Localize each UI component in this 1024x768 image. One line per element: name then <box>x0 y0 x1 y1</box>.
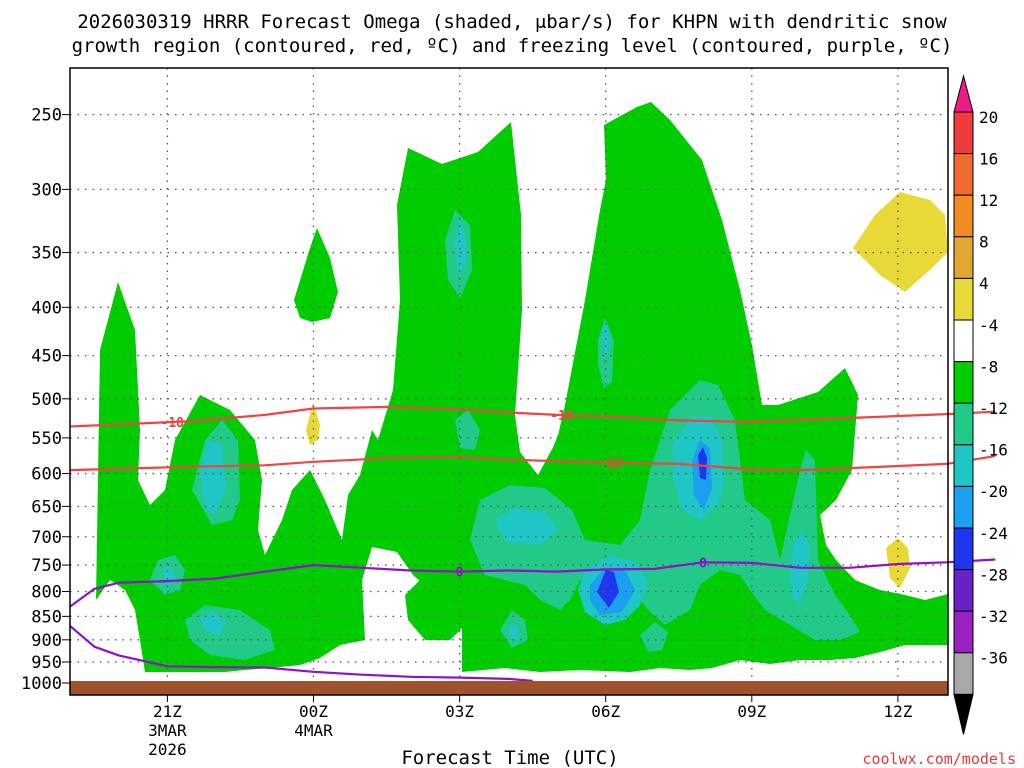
x-tick-sublabel: 2026 <box>148 740 187 759</box>
colorbar-label: 16 <box>979 149 998 168</box>
x-tick-sublabel: 3MAR <box>148 721 187 740</box>
colorbar-swatch <box>953 236 974 279</box>
colorbar-swatch <box>953 153 974 196</box>
chart-title-line1: 2026030319 HRRR Forecast Omega (shaded, … <box>77 11 947 33</box>
colorbar-label: 12 <box>979 191 998 210</box>
y-tick-label: 350 <box>31 244 62 264</box>
colorbar-arrow-top <box>953 74 974 113</box>
x-axis-title: Forecast Time (UTC) <box>401 747 618 768</box>
colorbar-swatch <box>953 569 974 612</box>
y-tick-label: 650 <box>31 497 62 517</box>
contour-label: 0 <box>699 556 707 571</box>
x-tick-sublabel: 4MAR <box>294 721 333 740</box>
colorbar-swatch <box>953 444 974 487</box>
x-tick-label: 00Z <box>299 702 328 721</box>
colorbar-swatch <box>953 652 974 695</box>
colorbar: 20 16 12 8 4 -4 -8 -12 -16 -20 -24 -28 -32 -36 <box>953 74 1008 735</box>
contours-layer: -18 -18 -12 0 0 <box>69 405 996 682</box>
contour-label: -18 <box>161 416 185 431</box>
y-tick-label: 1000 <box>21 674 62 694</box>
contour-line <box>69 455 996 472</box>
colorbar-label: -4 <box>979 316 998 335</box>
colorbar-label: -28 <box>979 565 1008 584</box>
colorbar-swatch <box>953 610 974 654</box>
colorbar-swatch <box>953 194 974 238</box>
contour-label: 0 <box>456 566 464 581</box>
y-tick-label: 900 <box>31 631 62 651</box>
omega-region-blue <box>590 440 712 615</box>
colorbar-label: 4 <box>979 274 989 293</box>
colorbar-label: -16 <box>979 441 1008 460</box>
contour-line <box>69 405 996 428</box>
x-tick-label: 09Z <box>737 702 766 721</box>
ground-surface <box>70 681 948 695</box>
x-tick-label: 03Z <box>445 702 474 721</box>
omega-region-darkblue <box>597 447 707 608</box>
colorbar-swatch <box>953 277 974 321</box>
y-tick-label: 600 <box>31 465 62 485</box>
y-tick-label: 450 <box>31 347 62 367</box>
contour-label: -18 <box>550 409 574 424</box>
colorbar-swatch <box>953 402 974 446</box>
colorbar-label: -32 <box>979 607 1008 626</box>
x-tick-label: 21Z <box>153 702 182 721</box>
plot-area: -18 -18 -12 0 0 <box>69 67 996 696</box>
colorbar-swatch <box>953 111 974 155</box>
y-axis: 250 300 350 400 450 500 550 600 650 700 750 800 850 9… <box>21 106 70 694</box>
x-tick-label: 12Z <box>883 702 912 721</box>
omega-shading <box>96 102 948 672</box>
colorbar-label: -12 <box>979 399 1008 418</box>
y-tick-label: 300 <box>31 180 62 200</box>
y-tick-label: 400 <box>31 298 62 318</box>
colorbar-label: 20 <box>979 108 998 127</box>
y-tick-label: 850 <box>31 607 62 627</box>
omega-region-yellow <box>306 192 948 588</box>
colorbar-label: 8 <box>979 233 989 252</box>
colorbar-label: -8 <box>979 357 998 376</box>
omega-region-green-isolated <box>294 228 338 322</box>
omega-region-teal <box>150 210 860 660</box>
contour-line <box>69 625 533 682</box>
contour-line <box>69 558 996 608</box>
x-tick-label: 06Z <box>591 702 620 721</box>
y-tick-label: 550 <box>31 429 62 449</box>
colorbar-swatch <box>953 527 974 571</box>
colorbar-swatch <box>953 361 974 404</box>
y-tick-label: 950 <box>31 653 62 673</box>
colorbar-label: -36 <box>979 649 1008 668</box>
y-tick-label: 700 <box>31 528 62 548</box>
y-tick-label: 250 <box>31 106 62 126</box>
colorbar-label: -20 <box>979 482 1008 501</box>
y-tick-label: 750 <box>31 556 62 576</box>
colorbar-arrow-bottom <box>953 693 974 735</box>
colorbar-swatch <box>953 485 974 529</box>
chart-title-line2: growth region (contoured, red, ºC) and f… <box>72 35 953 57</box>
footer-credit: coolwx.com/models <box>862 750 1016 768</box>
colorbar-swatch <box>953 319 974 363</box>
contour-label: -12 <box>599 457 622 472</box>
colorbar-label: -24 <box>979 524 1008 543</box>
y-tick-label: 500 <box>31 390 62 410</box>
plot-frame <box>69 67 949 696</box>
y-tick-label: 800 <box>31 583 62 603</box>
